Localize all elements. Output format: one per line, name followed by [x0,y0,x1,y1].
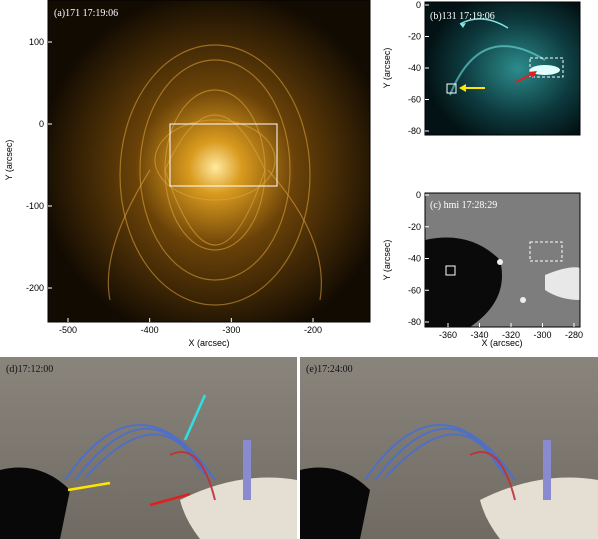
x-tick-label: -200 [304,325,322,335]
frame [424,192,581,328]
x-tick-label: -300 [222,325,240,335]
panel-b-image [425,2,580,135]
y-tick-label: -80 [408,126,421,136]
x-axis-label: X (arcsec) [188,338,229,348]
panel-label: (a)171 17:19:06 [54,8,118,19]
panel-label: (d)17:12:00 [6,364,53,375]
y-tick-label: -80 [408,317,421,327]
y-axis-label: Y (arcsec) [4,140,14,181]
x-tick-label: -340 [470,330,488,340]
panel-label: (c) hmi 17:28:29 [430,200,497,211]
panel-a-image [48,0,370,322]
panel-e-image [300,357,598,539]
y-tick-label: 0 [39,119,44,129]
y-tick-label: -40 [408,63,421,73]
x-tick-label: -300 [533,330,551,340]
y-tick-label: -60 [408,285,421,295]
y-tick-label: -20 [408,222,421,232]
y-axis-label: Y (arcsec) [382,240,392,281]
x-tick-label: -360 [439,330,457,340]
panel-d-image [0,357,297,539]
y-axis-label: Y (arcsec) [382,48,392,89]
y-tick-label: -20 [408,32,421,42]
x-tick-label: -400 [141,325,159,335]
y-tick-label: -60 [408,95,421,105]
y-tick-label: -100 [26,201,44,211]
y-tick-label: -200 [26,283,44,293]
y-tick-label: -40 [408,254,421,264]
panel-label: (b)131 17:19:06 [430,11,495,22]
x-tick-label: -280 [565,330,583,340]
x-tick-label: -500 [59,325,77,335]
x-tick-label: -320 [502,330,520,340]
x-axis-label: X (arcsec) [481,338,522,348]
y-tick-label: 0 [416,190,421,200]
panel-label: (e)17:24:00 [306,364,353,375]
frame [47,0,371,323]
y-tick-label: 100 [29,37,44,47]
panel-c-image [425,193,580,327]
y-tick-label: 0 [416,0,421,10]
